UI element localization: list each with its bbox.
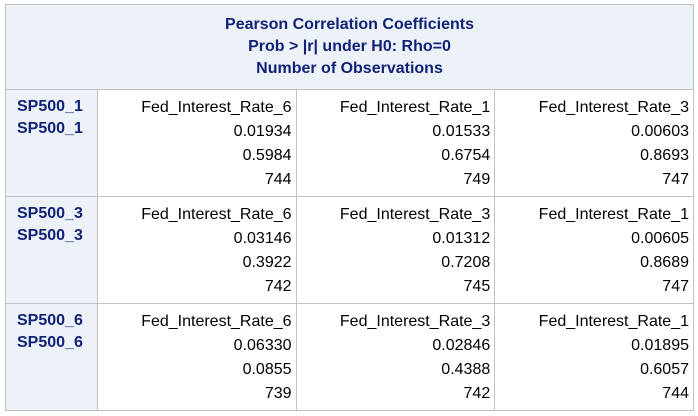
cell-p-value: 0.3922 xyxy=(242,254,292,271)
cell-p-value: 0.5984 xyxy=(242,147,292,164)
cell-correlation: 0.01312 xyxy=(432,230,491,247)
cell-correlation: 0.01533 xyxy=(432,123,491,140)
table-header: Pearson Correlation Coefficients Prob > … xyxy=(5,4,694,90)
cell-correlation: 0.00603 xyxy=(631,123,689,140)
row-header: SP500_6 SP500_6 xyxy=(5,303,98,411)
cell-correlation: 0.03146 xyxy=(233,230,292,247)
table-subtitle-n: Number of Observations xyxy=(256,60,443,77)
row-label: SP500_6 xyxy=(17,334,83,351)
cell-p-value: 0.8693 xyxy=(640,147,689,164)
cell-p-value: 0.7208 xyxy=(441,254,491,271)
cell-n: 742 xyxy=(264,278,292,295)
table-cell: Fed_Interest_Rate_6 0.06330 0.0855 739 xyxy=(96,303,297,411)
cell-p-value: 0.0855 xyxy=(242,361,292,378)
table-cell: Fed_Interest_Rate_1 0.01533 0.6754 749 xyxy=(295,89,496,197)
row-label: SP500_6 xyxy=(17,312,83,329)
table-cell: Fed_Interest_Rate_1 0.00605 0.8689 747 xyxy=(494,196,694,304)
table-row: SP500_3 SP500_3 Fed_Interest_Rate_6 0.03… xyxy=(5,196,694,304)
table-cell: Fed_Interest_Rate_3 0.01312 0.7208 745 xyxy=(295,196,496,304)
cell-variable: Fed_Interest_Rate_3 xyxy=(339,313,491,330)
row-label: SP500_1 xyxy=(17,120,83,137)
table-cell: Fed_Interest_Rate_1 0.01895 0.6057 744 xyxy=(494,303,694,411)
cell-n: 747 xyxy=(662,278,689,295)
row-header: SP500_1 SP500_1 xyxy=(5,89,98,197)
cell-p-value: 0.4388 xyxy=(441,361,491,378)
row-label: SP500_3 xyxy=(17,227,83,244)
cell-p-value: 0.8689 xyxy=(640,254,689,271)
cell-n: 749 xyxy=(463,171,491,188)
table-subtitle-prob: Prob > |r| under H0: Rho=0 xyxy=(248,38,451,55)
table-row: SP500_6 SP500_6 Fed_Interest_Rate_6 0.06… xyxy=(5,303,694,411)
cell-variable: Fed_Interest_Rate_1 xyxy=(538,206,689,223)
cell-correlation: 0.00605 xyxy=(631,230,689,247)
cell-correlation: 0.01934 xyxy=(233,123,292,140)
cell-correlation: 0.01895 xyxy=(631,337,689,354)
row-label: SP500_1 xyxy=(17,98,83,115)
cell-correlation: 0.02846 xyxy=(432,337,491,354)
cell-n: 747 xyxy=(662,171,689,188)
table-cell: Fed_Interest_Rate_6 0.01934 0.5984 744 xyxy=(96,89,297,197)
cell-correlation: 0.06330 xyxy=(233,337,292,354)
cell-p-value: 0.6057 xyxy=(640,361,689,378)
cell-variable: Fed_Interest_Rate_6 xyxy=(141,313,292,330)
table-cell: Fed_Interest_Rate_3 0.02846 0.4388 742 xyxy=(295,303,496,411)
table-cell: Fed_Interest_Rate_3 0.00603 0.8693 747 xyxy=(494,89,694,197)
cell-p-value: 0.6754 xyxy=(441,147,491,164)
correlation-table: Pearson Correlation Coefficients Prob > … xyxy=(5,4,694,411)
cell-variable: Fed_Interest_Rate_1 xyxy=(538,313,689,330)
cell-variable: Fed_Interest_Rate_1 xyxy=(339,99,491,116)
cell-n: 739 xyxy=(264,385,292,402)
cell-n: 745 xyxy=(463,278,491,295)
cell-variable: Fed_Interest_Rate_3 xyxy=(339,206,491,223)
row-header: SP500_3 SP500_3 xyxy=(5,196,98,304)
cell-variable: Fed_Interest_Rate_3 xyxy=(538,99,689,116)
table-cell: Fed_Interest_Rate_6 0.03146 0.3922 742 xyxy=(96,196,297,304)
row-label: SP500_3 xyxy=(17,205,83,222)
cell-n: 742 xyxy=(463,385,491,402)
table-title: Pearson Correlation Coefficients xyxy=(225,16,474,33)
table-row: SP500_1 SP500_1 Fed_Interest_Rate_6 0.01… xyxy=(5,89,694,197)
cell-n: 744 xyxy=(662,385,689,402)
cell-n: 744 xyxy=(264,171,292,188)
cell-variable: Fed_Interest_Rate_6 xyxy=(141,99,292,116)
cell-variable: Fed_Interest_Rate_6 xyxy=(141,206,292,223)
